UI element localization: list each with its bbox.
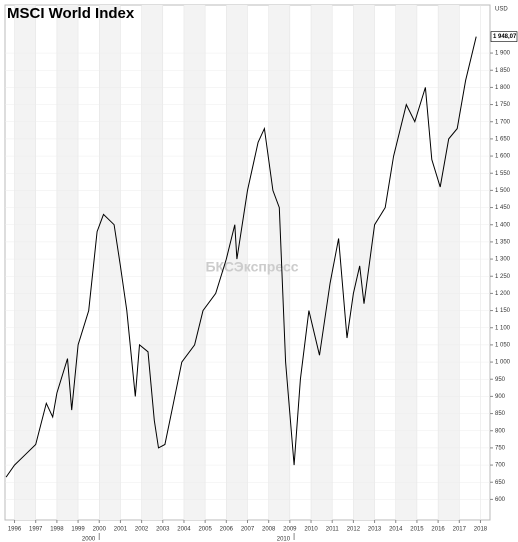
y-tick-label: 1 000 xyxy=(495,360,511,366)
y-tick-label: 1 100 xyxy=(495,325,511,331)
grid-band xyxy=(14,5,36,520)
y-tick-label: 650 xyxy=(495,480,506,486)
y-tick-label: 1 700 xyxy=(495,119,511,125)
x-tick-label: 2015 xyxy=(410,527,424,533)
y-tick-label: 1 450 xyxy=(495,205,511,211)
y-tick-label: 1 350 xyxy=(495,239,511,245)
x-tick-label: 2017 xyxy=(453,527,467,533)
grid-band xyxy=(268,5,290,520)
y-tick-label: 1 300 xyxy=(495,257,511,263)
grid-band xyxy=(353,5,375,520)
x-tick-label: 2011 xyxy=(326,527,340,533)
y-tick-label: 1 600 xyxy=(495,154,511,160)
y-tick-label: 1 500 xyxy=(495,188,511,194)
x-tick-label: 2008 xyxy=(262,527,276,533)
x-tick-label: 2018 xyxy=(474,527,488,533)
x-tick-label: 2013 xyxy=(368,527,382,533)
x-tick-label: 2002 xyxy=(135,527,149,533)
grid-band xyxy=(226,5,248,520)
x-tick-label: 2000 xyxy=(93,527,107,533)
y-tick-label: 1 550 xyxy=(495,171,511,177)
chart-title: MSCI World Index xyxy=(7,5,135,22)
y-tick-label: 1 200 xyxy=(495,291,511,297)
grid-band xyxy=(56,5,79,520)
x-tick-label: 2016 xyxy=(431,527,445,533)
x-tick-label: 2007 xyxy=(241,527,255,533)
x-tick-label: 2006 xyxy=(220,527,234,533)
y-tick-label: 1 150 xyxy=(495,308,511,314)
y-tick-label: 950 xyxy=(495,377,506,383)
grid-band xyxy=(141,5,163,520)
x-tick-label: 1998 xyxy=(50,527,64,533)
y-tick-label: 1 050 xyxy=(495,342,511,348)
grid-band xyxy=(395,5,417,520)
x-tick-label: 1996 xyxy=(8,527,22,533)
grid-band xyxy=(183,5,206,520)
x-tick-label: 2001 xyxy=(114,527,128,533)
y-tick-label: 850 xyxy=(495,411,506,417)
decade-label: 2000 xyxy=(82,537,96,542)
x-tick-label: 1999 xyxy=(71,527,85,533)
x-tick-label: 2005 xyxy=(198,527,212,533)
unit-label: USD xyxy=(495,7,508,13)
x-tick-label: 1997 xyxy=(29,527,43,533)
y-tick-label: 1 250 xyxy=(495,274,511,280)
x-tick-label: 2014 xyxy=(389,527,403,533)
grid-band xyxy=(99,5,121,520)
series-line xyxy=(5,36,477,478)
y-tick-label: 800 xyxy=(495,428,506,434)
x-tick-label: 2004 xyxy=(177,527,191,533)
y-tick-label: 1 850 xyxy=(495,68,511,74)
y-tick-label: 1 900 xyxy=(495,51,511,57)
x-tick-label: 2003 xyxy=(156,527,170,533)
y-tick-label: 900 xyxy=(495,394,506,400)
y-tick-label: 600 xyxy=(495,497,506,503)
y-tick-label: 1 800 xyxy=(495,85,511,91)
y-tick-label: 700 xyxy=(495,463,506,469)
x-tick-label: 2009 xyxy=(283,527,297,533)
y-tick-label: 1 750 xyxy=(495,102,511,108)
y-tick-label: 1 650 xyxy=(495,136,511,142)
last-value-label: 1 948,07 xyxy=(493,34,517,40)
grid-band xyxy=(438,5,460,520)
grid-band xyxy=(311,5,333,520)
decade-label: 2010 xyxy=(277,537,291,542)
x-tick-label: 2012 xyxy=(347,527,361,533)
x-tick-label: 2010 xyxy=(304,527,318,533)
y-tick-label: 1 400 xyxy=(495,222,511,228)
y-tick-label: 750 xyxy=(495,445,506,451)
last-value-box xyxy=(490,31,518,42)
watermark: БКСЭкспресс xyxy=(205,259,298,275)
